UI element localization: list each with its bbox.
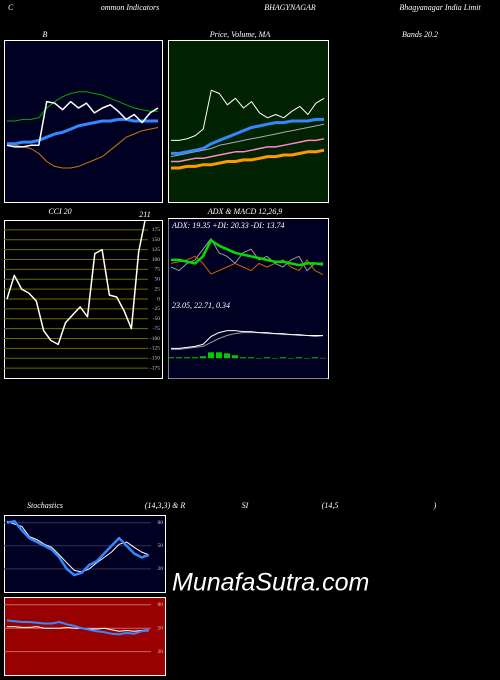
histogram-bar <box>271 358 279 359</box>
series-line <box>171 330 323 349</box>
label: (14,5 <box>322 501 339 510</box>
histogram-bar <box>303 358 311 359</box>
label: ADX & MACD 12,26,9 <box>207 207 282 216</box>
annotation: 23.05, 22.71, 0.34 <box>172 301 230 310</box>
series-line <box>6 520 150 573</box>
series-line <box>171 239 324 267</box>
y-tick-label: 175 <box>152 227 161 233</box>
panel <box>168 299 328 379</box>
panel <box>168 219 328 300</box>
y-tick-label: -50 <box>153 316 161 322</box>
y-tick-label: 25 <box>155 286 161 292</box>
series-line <box>7 91 158 122</box>
y-tick-label: 0 <box>157 296 160 302</box>
y-tick-label: 50 <box>158 543 164 549</box>
annotation: ADX: 19.35 +DI: 20.33 -DI: 13.74 <box>171 221 285 230</box>
panel <box>4 515 166 593</box>
histogram-bar <box>279 357 287 359</box>
label: ) <box>433 501 437 510</box>
histogram-bar <box>287 358 295 359</box>
y-tick-label: 150 <box>152 237 161 243</box>
y-tick-label: -75 <box>153 326 161 332</box>
y-tick-label: 50 <box>158 625 164 631</box>
histogram-bar <box>247 357 255 359</box>
y-tick-label: 80 <box>158 602 164 608</box>
label: B <box>43 30 48 39</box>
watermark: MunafaSutra.com <box>172 569 369 597</box>
y-tick-label: 20 <box>158 649 164 655</box>
label: Stochastics <box>27 501 63 510</box>
y-tick-label: 75 <box>155 267 161 273</box>
histogram-bar <box>199 356 207 359</box>
series-line <box>171 89 325 141</box>
y-tick-label: 125 <box>152 247 161 253</box>
series-line <box>6 519 150 577</box>
histogram-bar <box>263 357 271 359</box>
y-tick-label: -25 <box>153 306 161 312</box>
panel <box>4 597 166 676</box>
plot <box>4 220 148 369</box>
histogram-bar <box>311 357 319 359</box>
label: Bhagyanagar India Limit <box>399 3 481 12</box>
y-tick-label: -100 <box>150 336 160 342</box>
histogram-bar <box>175 357 183 359</box>
label: SI <box>242 501 249 510</box>
y-tick-label: -150 <box>150 356 160 362</box>
plot <box>170 238 324 276</box>
label: C <box>8 3 14 12</box>
y-tick-label: -125 <box>150 346 160 352</box>
histogram-bar <box>319 357 327 359</box>
series-line <box>171 117 324 155</box>
series-line <box>171 148 325 170</box>
series-line <box>170 123 325 158</box>
label: ommon Indicators <box>101 3 159 12</box>
series-line <box>6 619 150 636</box>
y-tick-label: -175 <box>150 365 160 371</box>
series-line <box>6 220 146 346</box>
label: CCI 20 <box>48 207 71 216</box>
series-line <box>7 626 150 632</box>
plot <box>4 604 151 653</box>
histogram-bar <box>255 358 263 359</box>
histogram-bar <box>183 357 191 359</box>
series-line <box>171 138 325 163</box>
y-tick-label: 50 <box>155 277 161 283</box>
series-line <box>170 255 324 276</box>
label: Price, Volume, MA <box>209 30 271 39</box>
series-line <box>171 332 324 350</box>
histogram-bar <box>191 357 199 359</box>
histogram-bar <box>168 357 175 359</box>
plot <box>170 89 325 170</box>
histogram-bar <box>215 352 223 359</box>
histogram-bar <box>239 357 247 359</box>
y-tick-label: 80 <box>158 520 164 526</box>
value-label: 211 <box>139 210 150 219</box>
histogram-bar <box>207 352 215 359</box>
histogram-bar <box>231 355 239 359</box>
label: (14,3,3) & R <box>145 501 186 510</box>
plot <box>4 519 151 577</box>
histogram-bar <box>295 357 303 359</box>
series-line <box>6 127 159 169</box>
y-tick-label: 100 <box>152 257 161 263</box>
label: Bands 20.2 <box>402 30 438 39</box>
label: BHAGYNAGAR <box>264 3 316 12</box>
y-tick-label: 20 <box>158 566 164 572</box>
plot <box>168 330 327 359</box>
histogram-bar <box>223 353 231 359</box>
plot <box>6 91 159 169</box>
series-line <box>7 117 158 146</box>
series-line <box>6 100 159 148</box>
